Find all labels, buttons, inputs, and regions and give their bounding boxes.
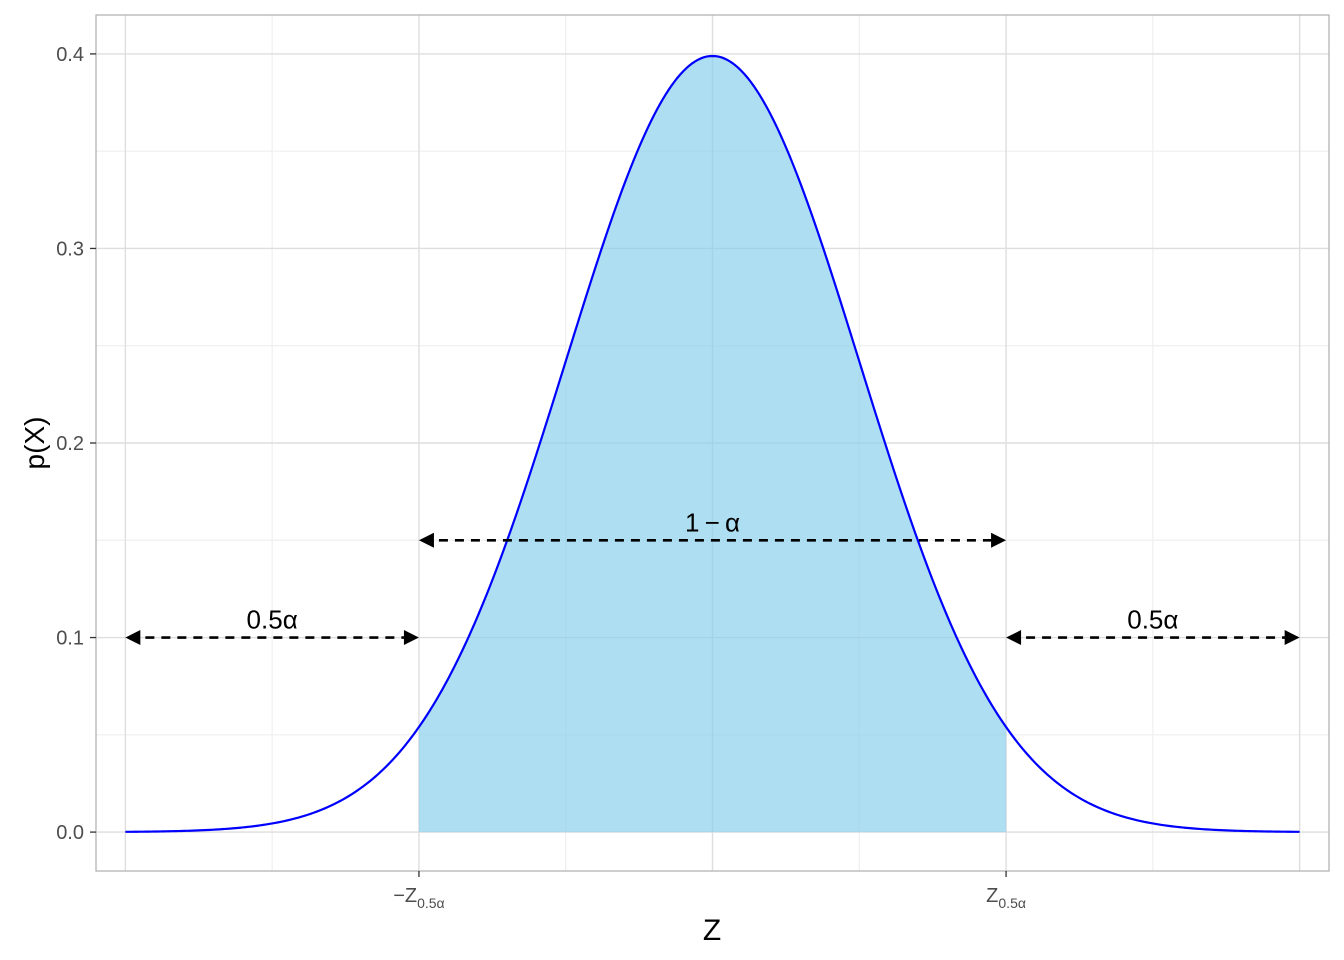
annotation-arrow: 1 − α bbox=[418, 507, 1007, 548]
x-tick-label: −Z0.5α bbox=[393, 885, 444, 911]
arrowhead-right bbox=[403, 630, 419, 646]
y-tick-label: 0.0 bbox=[56, 822, 84, 844]
annotation-label: 1 − α bbox=[685, 507, 740, 537]
density-curve bbox=[125, 54, 1300, 833]
y-tick-label: 0.2 bbox=[56, 433, 84, 455]
y-tick-label: 0.3 bbox=[56, 238, 84, 260]
y-axis: 0.0 0.1 0.2 0.3 0.4 bbox=[56, 44, 96, 844]
x-tick-label-subscript: 0.5α bbox=[998, 895, 1026, 911]
arrowhead-left bbox=[418, 532, 434, 548]
y-tick-label: 0.4 bbox=[56, 44, 84, 66]
arrowhead-left bbox=[125, 630, 141, 646]
annotation-label: 0.5α bbox=[1127, 605, 1178, 635]
annotations: 0.5α 1 − α 0.5α bbox=[125, 507, 1300, 646]
x-tick-label: Z0.5α bbox=[986, 885, 1026, 911]
annotation-label: 0.5α bbox=[247, 605, 298, 635]
x-axis-title: Z bbox=[703, 914, 721, 947]
annotation-arrow: 0.5α bbox=[125, 605, 419, 646]
y-tick-label: 0.1 bbox=[56, 628, 84, 650]
x-tick-label-main: Z bbox=[986, 885, 998, 907]
shaded-area bbox=[418, 55, 1007, 833]
x-tick-label-main: −Z bbox=[393, 885, 417, 907]
x-axis: −Z0.5α Z0.5α bbox=[393, 871, 1026, 911]
annotation-arrow: 0.5α bbox=[1006, 605, 1300, 646]
arrowhead-right bbox=[991, 532, 1007, 548]
y-axis-title: p(X) bbox=[19, 417, 50, 470]
x-tick-label-subscript: 0.5α bbox=[417, 895, 445, 911]
arrowhead-right bbox=[1284, 630, 1300, 646]
arrowhead-left bbox=[1006, 630, 1022, 646]
